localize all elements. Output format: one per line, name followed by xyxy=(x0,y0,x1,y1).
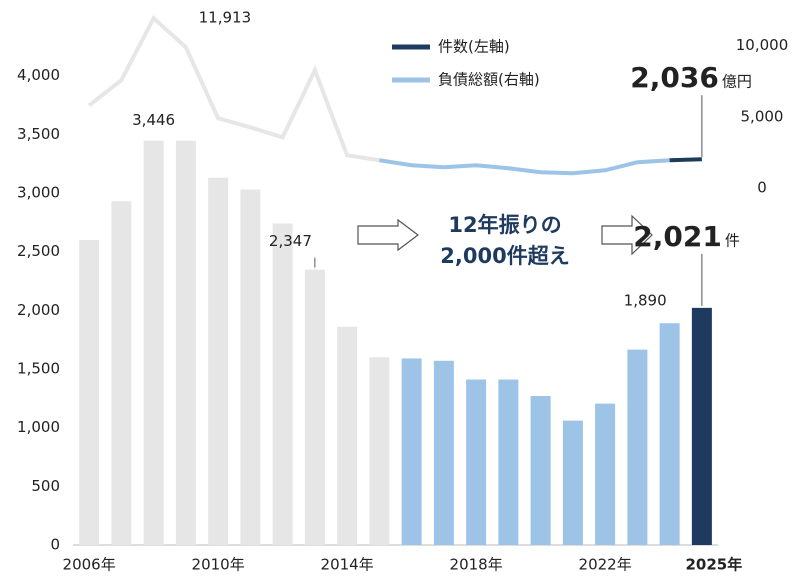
line xyxy=(379,158,670,176)
bar xyxy=(304,269,325,545)
line xyxy=(669,157,702,163)
value-label: 1,890 xyxy=(624,292,667,310)
x-tick-label: 2022年 xyxy=(579,556,632,574)
legend-label: 件数(左軸) xyxy=(438,38,510,56)
unit-label: 億円 xyxy=(722,73,752,91)
x-tick-label: 2006年 xyxy=(63,556,116,574)
y-tick-label: 0 xyxy=(50,536,60,554)
bar xyxy=(627,349,648,545)
x-tick-label: 2025年 xyxy=(686,556,743,574)
bar xyxy=(175,140,196,546)
value-label: 2,021 xyxy=(633,220,722,253)
x-tick-label: 2018年 xyxy=(450,556,503,574)
arrow xyxy=(601,214,653,256)
value-label: 2,036 xyxy=(630,61,719,94)
value-label: 11,913 xyxy=(199,9,252,27)
y2-tick-label: 5,000 xyxy=(741,107,784,125)
bar xyxy=(433,360,454,545)
bar xyxy=(369,357,390,545)
arrow xyxy=(357,218,419,252)
bar xyxy=(595,403,616,545)
x-tick-label: 2010年 xyxy=(192,556,245,574)
y-tick-label: 1,500 xyxy=(17,360,60,378)
bar xyxy=(111,201,132,546)
bar xyxy=(79,239,100,545)
bar xyxy=(466,379,487,545)
bar xyxy=(498,379,519,545)
y-tick-label: 3,000 xyxy=(17,184,60,202)
y-tick-label: 2,500 xyxy=(17,242,60,260)
value-label: 3,446 xyxy=(132,111,175,129)
y-tick-label: 3,500 xyxy=(17,125,60,143)
x-tick-label: 2014年 xyxy=(321,556,374,574)
y2-tick-label: 0 xyxy=(757,179,767,197)
bar xyxy=(659,323,680,545)
y-tick-label: 4,000 xyxy=(17,66,60,84)
bar xyxy=(562,420,583,545)
bar xyxy=(337,326,358,545)
y-tick-label: 1,000 xyxy=(17,418,60,436)
bar xyxy=(240,189,261,546)
unit-label: 件 xyxy=(725,231,740,249)
bar xyxy=(143,140,164,546)
y-tick-label: 2,000 xyxy=(17,301,60,319)
value-label: 2,347 xyxy=(269,232,312,250)
annotation: 2,000件超え xyxy=(440,244,569,268)
bar xyxy=(272,223,293,546)
y2-tick-label: 10,000 xyxy=(736,36,789,54)
bar xyxy=(530,395,551,545)
line xyxy=(87,15,380,163)
y-tick-label: 500 xyxy=(31,477,60,495)
bar xyxy=(401,358,422,545)
annotation: 12年振りの xyxy=(448,213,561,237)
legend-label: 負債総額(右軸) xyxy=(438,71,540,89)
bar xyxy=(208,177,229,545)
bar xyxy=(691,307,712,545)
